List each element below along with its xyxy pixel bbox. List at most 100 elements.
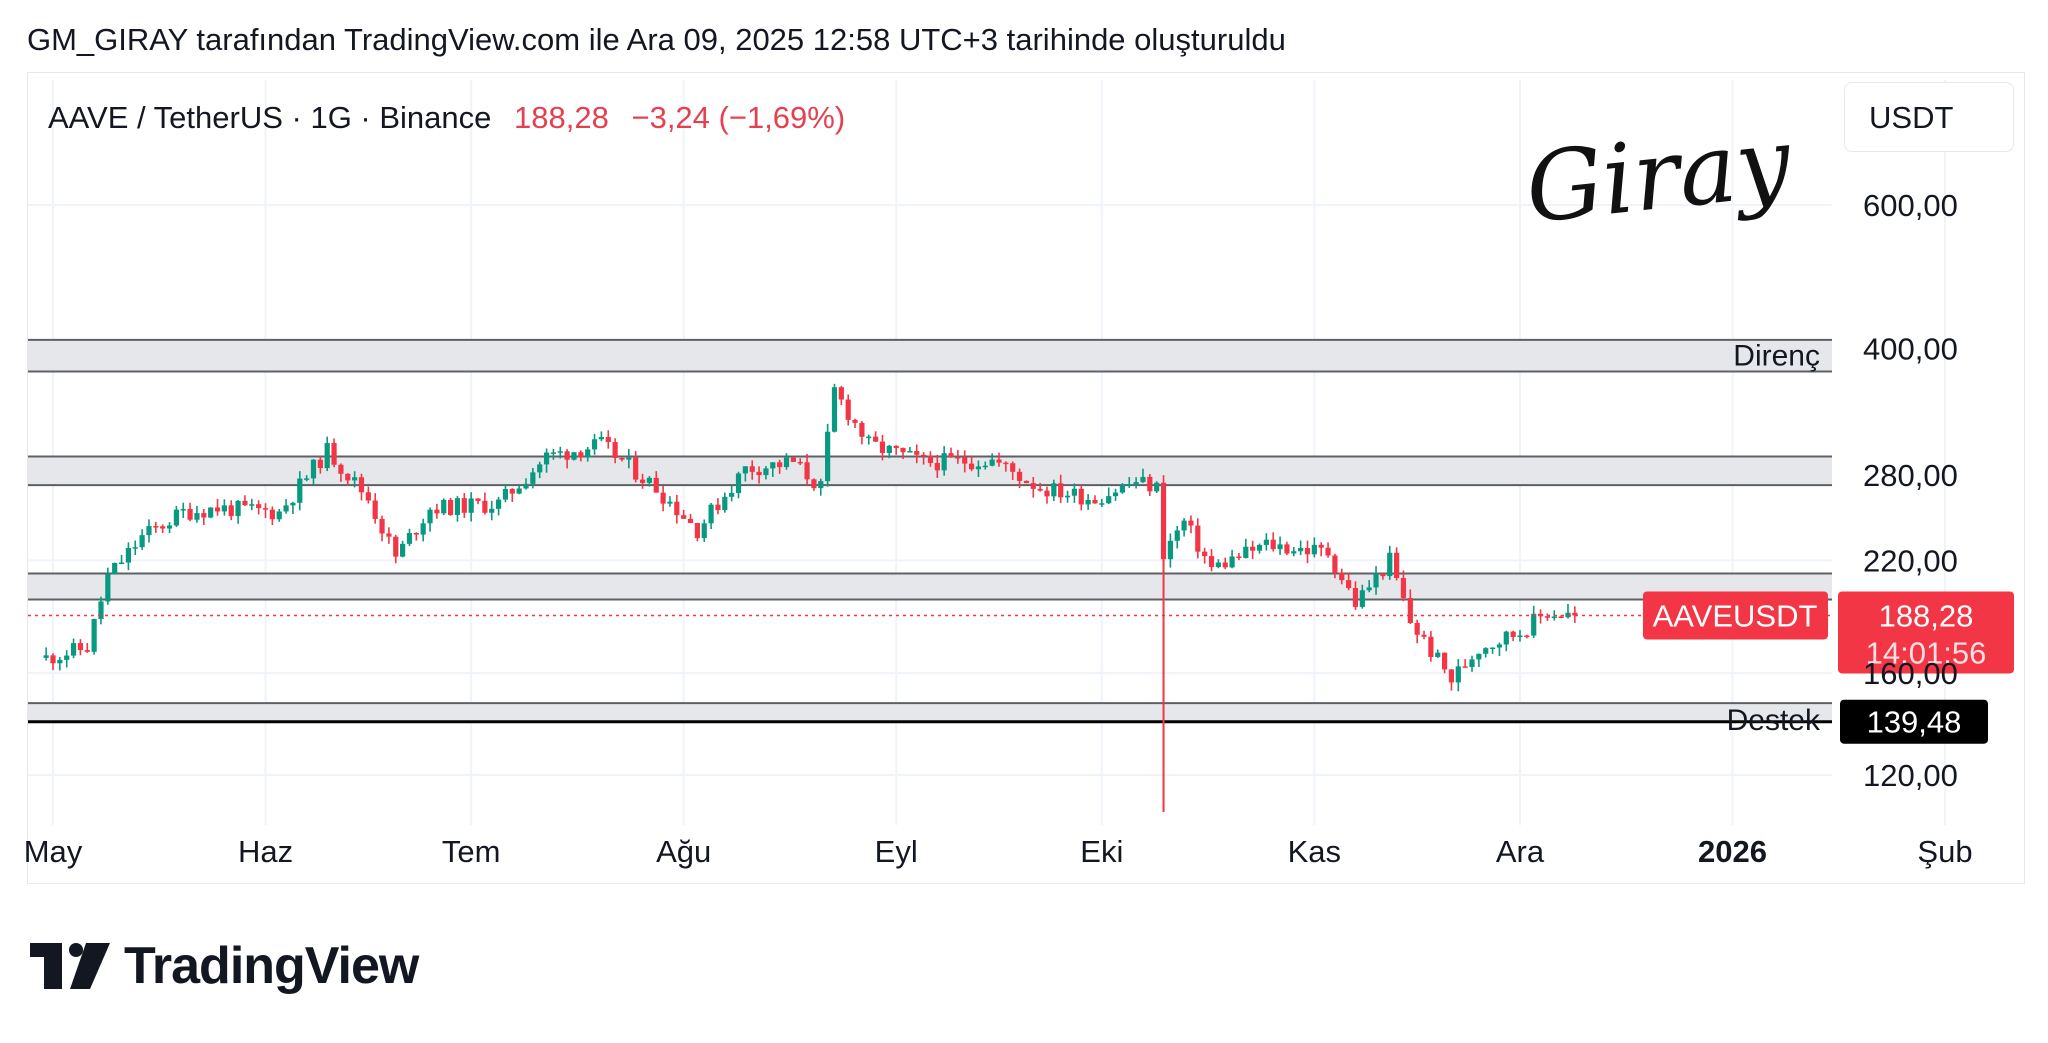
candle[interactable] [509,488,515,502]
candle[interactable] [1537,609,1544,624]
candle[interactable] [1359,584,1365,609]
candle[interactable] [845,394,851,426]
candle[interactable] [393,534,399,564]
candle[interactable] [372,493,378,524]
candle[interactable] [1195,518,1201,559]
candle[interactable] [1510,630,1516,642]
candle[interactable] [687,513,694,524]
candle[interactable] [825,423,831,487]
candle[interactable] [749,460,755,480]
candle[interactable] [1455,659,1461,692]
candle[interactable] [1154,481,1160,494]
candle[interactable] [166,522,173,534]
candle[interactable] [118,554,125,565]
candle[interactable] [1174,525,1180,549]
candle[interactable] [1181,518,1187,537]
candle[interactable] [982,461,988,470]
candle[interactable] [1243,538,1249,559]
candle[interactable] [84,642,90,653]
candle[interactable] [447,497,454,516]
candle[interactable] [297,471,303,511]
candle[interactable] [1428,631,1434,662]
zone-band[interactable] [28,703,1832,722]
candle[interactable] [550,448,557,460]
candle[interactable] [208,507,214,519]
candle[interactable] [543,448,550,473]
candle[interactable] [639,473,646,489]
candle[interactable] [146,519,152,543]
candle[interactable] [365,486,371,504]
candle[interactable] [660,485,666,512]
candle[interactable] [91,618,97,655]
candle[interactable] [475,498,481,505]
candle[interactable] [1469,655,1475,672]
candle[interactable] [214,499,221,516]
candle[interactable] [770,462,776,477]
candle[interactable] [996,452,1002,467]
candle[interactable] [153,521,159,533]
candle[interactable] [1352,581,1359,611]
candle[interactable] [1448,669,1455,691]
candle[interactable] [722,492,728,513]
candle[interactable] [1037,482,1043,492]
candle[interactable] [605,430,611,449]
candle[interactable] [1051,479,1057,502]
candle[interactable] [112,562,118,575]
candle[interactable] [1215,559,1221,569]
candle[interactable] [77,639,84,656]
candle[interactable] [461,493,467,518]
candle[interactable] [495,496,502,516]
candle[interactable] [317,456,323,474]
candle[interactable] [1291,546,1297,557]
candle[interactable] [1380,573,1386,580]
candle[interactable] [468,492,474,522]
candle[interactable] [571,452,577,461]
candle[interactable] [400,540,406,558]
candle[interactable] [132,540,138,556]
candle[interactable] [900,447,906,459]
candle[interactable] [1414,619,1420,644]
candle[interactable] [256,500,262,515]
candle[interactable] [756,466,762,484]
candle[interactable] [934,454,940,478]
candle[interactable] [694,522,700,542]
candle[interactable] [358,473,365,501]
candle[interactable] [1462,659,1468,668]
candle[interactable] [139,529,145,550]
candle[interactable] [50,653,56,671]
candle[interactable] [619,457,625,462]
candle[interactable] [1435,649,1441,658]
candle[interactable] [804,453,810,485]
candle[interactable] [98,596,104,625]
candle[interactable] [1202,547,1208,564]
candle[interactable] [941,446,947,476]
candle[interactable] [43,647,49,661]
candle[interactable] [914,444,920,464]
candle[interactable] [783,453,790,470]
candle[interactable] [502,484,509,503]
candle[interactable] [715,498,721,515]
candle[interactable] [482,492,488,515]
candle[interactable] [1517,630,1523,642]
candle[interactable] [1400,570,1407,602]
candle[interactable] [1064,490,1071,503]
candle[interactable] [1565,603,1571,619]
candle[interactable] [516,485,522,495]
candles[interactable] [43,383,1578,812]
candle[interactable] [413,532,419,541]
candle[interactable] [564,449,570,469]
candle[interactable] [873,431,879,443]
candle[interactable] [591,433,598,455]
candle[interactable] [681,509,687,519]
candle[interactable] [811,478,817,491]
candle[interactable] [1572,606,1578,623]
candle[interactable] [386,527,392,544]
candle[interactable] [523,478,529,490]
candle[interactable] [1346,572,1352,591]
candle[interactable] [975,460,982,478]
candle[interactable] [838,386,844,405]
candle[interactable] [633,451,639,483]
candle[interactable] [1119,483,1126,494]
candle[interactable] [1229,549,1235,569]
